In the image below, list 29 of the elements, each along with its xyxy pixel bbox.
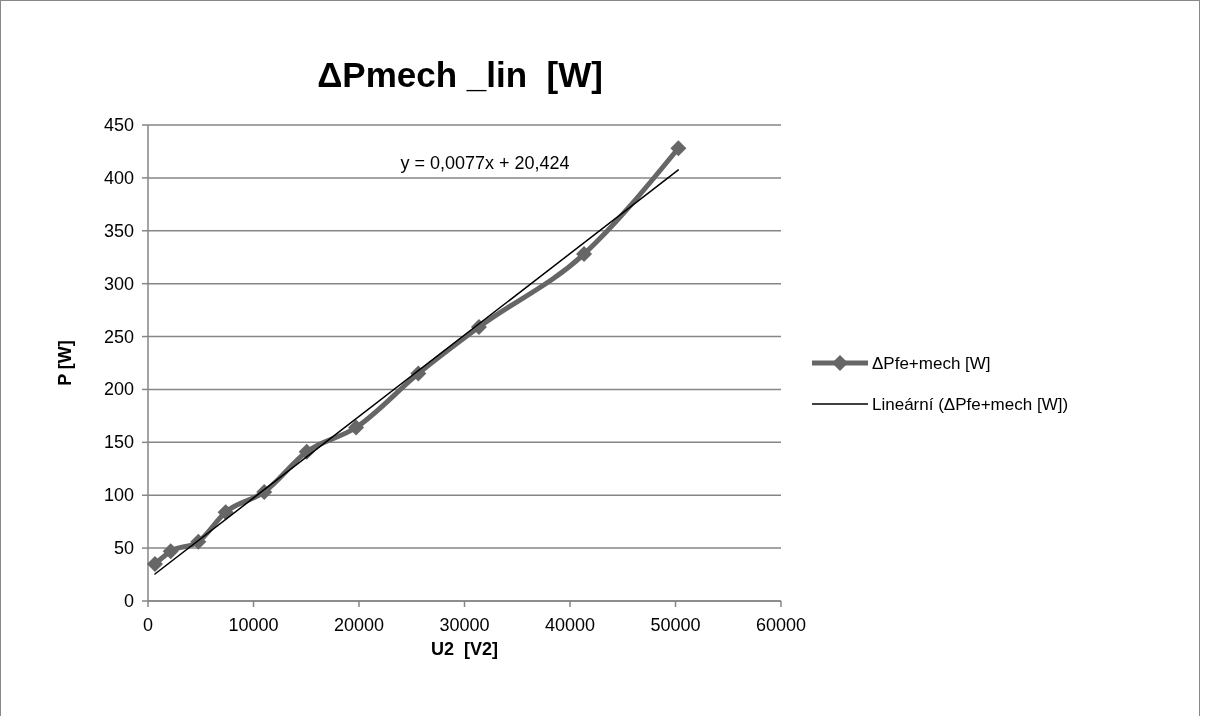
y-tick-label: 50 <box>113 538 134 559</box>
legend-label: Lineární (ΔPfe+mech [W]) <box>872 395 1069 414</box>
x-tick-label: 60000 <box>755 615 807 635</box>
x-tick-label: 40000 <box>544 615 596 635</box>
x-tick-label: 20000 <box>333 615 385 635</box>
y-tick-label: 450 <box>103 115 134 135</box>
point <box>348 419 365 436</box>
point <box>162 543 179 560</box>
y-tick-label: 0 <box>123 591 134 611</box>
annotation: y = 0,0077x + 20,424 <box>400 153 570 173</box>
y-tick-label: 400 <box>103 167 134 188</box>
x-axis-title: U2 [V2] <box>430 639 499 659</box>
y-tick-label: 250 <box>103 326 134 347</box>
x-tick-label: 10000 <box>228 615 279 635</box>
x-tick-label: 50000 <box>650 615 701 635</box>
point <box>670 140 687 157</box>
chart-title: ΔPmech _lin [W] <box>317 55 603 94</box>
y-tick-label: 300 <box>103 273 134 294</box>
point <box>576 246 593 263</box>
y-tick-label: 150 <box>103 432 134 453</box>
x-tick-label: 0 <box>142 615 154 635</box>
point <box>146 555 163 572</box>
y-axis-title: P [W] <box>55 340 75 386</box>
point <box>217 504 234 521</box>
y-tick-label: 100 <box>103 485 134 506</box>
x-tick-label: 30000 <box>439 615 490 635</box>
y-tick-label: 200 <box>103 379 134 400</box>
legend-label: ΔPfe+mech [W] <box>872 354 991 373</box>
y-tick-label: 350 <box>103 220 134 241</box>
